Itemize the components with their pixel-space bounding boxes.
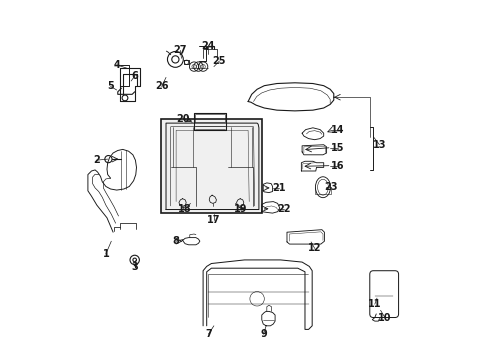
Text: 19: 19: [234, 204, 247, 214]
Text: 10: 10: [377, 312, 391, 323]
Text: 21: 21: [271, 183, 285, 193]
Text: 14: 14: [331, 125, 344, 135]
Text: 18: 18: [178, 204, 191, 214]
Text: 3: 3: [131, 262, 138, 272]
Text: 5: 5: [107, 81, 114, 91]
Text: 25: 25: [212, 56, 225, 66]
Text: 1: 1: [102, 249, 109, 259]
Text: 17: 17: [207, 215, 220, 225]
Text: 22: 22: [277, 204, 290, 214]
Bar: [161, 119, 261, 213]
Text: 13: 13: [372, 140, 386, 150]
Text: 15: 15: [331, 143, 344, 153]
Text: 7: 7: [204, 329, 211, 339]
Text: 16: 16: [331, 161, 344, 171]
Text: 9: 9: [260, 329, 266, 339]
Text: 23: 23: [324, 182, 337, 192]
Text: 8: 8: [172, 236, 179, 246]
Text: 26: 26: [155, 81, 168, 91]
Text: 11: 11: [367, 299, 381, 309]
Text: 20: 20: [176, 114, 190, 124]
Text: 12: 12: [307, 243, 321, 253]
Text: 4: 4: [113, 60, 120, 70]
Text: 2: 2: [93, 155, 100, 165]
Text: 27: 27: [173, 45, 187, 55]
Text: 24: 24: [201, 41, 214, 51]
Text: 6: 6: [131, 71, 138, 81]
